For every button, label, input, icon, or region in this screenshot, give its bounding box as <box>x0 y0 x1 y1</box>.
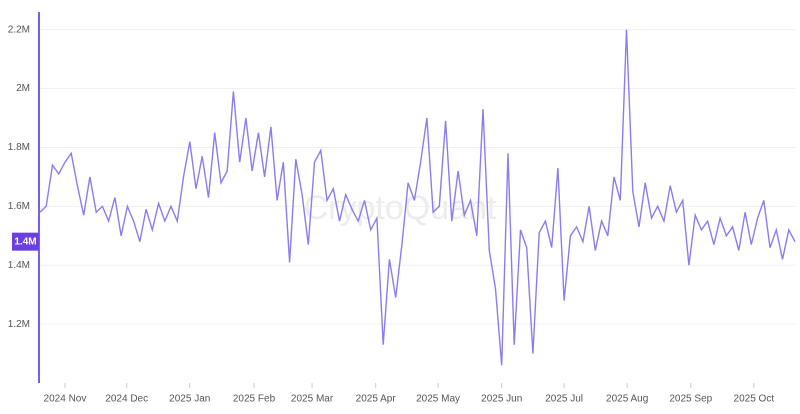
x-tick-label: 2025 Sep <box>669 394 712 405</box>
current-value-badge <box>12 232 39 251</box>
line-series <box>39 29 796 366</box>
x-tick-label: 2024 Dec <box>105 394 148 405</box>
x-tick-label: 2025 Jan <box>169 394 210 405</box>
y-tick-label: 1.2M <box>8 319 30 330</box>
watermark: CryptoQuant <box>304 189 497 227</box>
x-tick-label: 2025 Aug <box>606 394 648 405</box>
x-tick-label: 2025 Jul <box>545 394 583 405</box>
x-tick-label: 2024 Nov <box>44 394 87 405</box>
x-tick-label: 2025 Feb <box>233 394 276 405</box>
x-tick-label: 2025 Oct <box>734 394 775 405</box>
y-tick-label: 1.6M <box>8 201 30 212</box>
y-tick-label: 2.2M <box>8 24 30 35</box>
y-tick-label: 1.4M <box>8 260 30 271</box>
y-tick-label: 1.8M <box>8 142 30 153</box>
current-value-label: 1.4M <box>14 236 36 247</box>
x-tick-label: 2025 Mar <box>291 394 334 405</box>
x-tick-label: 2025 Apr <box>356 394 397 405</box>
y-tick-label: 2M <box>16 83 30 94</box>
x-tick-label: 2025 Jun <box>481 394 522 405</box>
x-tick-label: 2025 May <box>416 394 460 405</box>
